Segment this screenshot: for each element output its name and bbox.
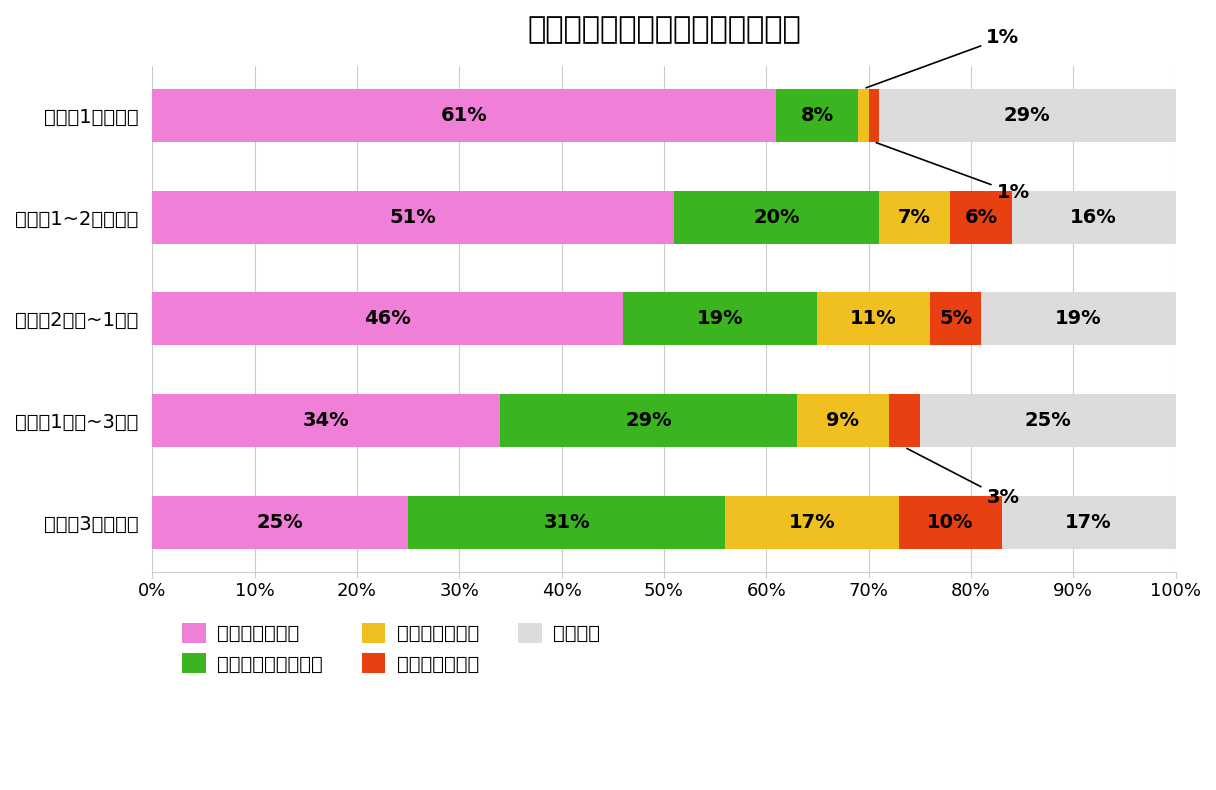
Bar	[981, 292, 1176, 345]
Bar	[674, 190, 879, 243]
Bar	[879, 88, 1176, 141]
Bar	[777, 88, 858, 141]
Text: 9%: 9%	[827, 411, 860, 430]
Bar	[725, 496, 899, 549]
Bar	[152, 190, 674, 243]
Text: 34%: 34%	[303, 411, 349, 430]
Bar	[930, 292, 981, 345]
Bar	[500, 394, 796, 447]
Text: 25%: 25%	[1024, 411, 1071, 430]
Bar	[1012, 190, 1176, 243]
Text: 1%: 1%	[866, 28, 1019, 88]
Text: 1%: 1%	[877, 143, 1030, 202]
Bar	[951, 190, 1012, 243]
Bar	[889, 394, 919, 447]
Text: 6%: 6%	[964, 208, 997, 227]
Bar	[409, 496, 725, 549]
Bar	[152, 292, 623, 345]
Text: 31%: 31%	[544, 513, 590, 532]
Bar	[919, 394, 1176, 447]
Text: 17%: 17%	[789, 513, 835, 532]
Text: 29%: 29%	[1004, 106, 1051, 125]
Bar	[1002, 496, 1176, 549]
Text: 61%: 61%	[441, 106, 488, 125]
Bar	[152, 394, 500, 447]
Text: 51%: 51%	[390, 208, 437, 227]
Bar	[152, 88, 777, 141]
Bar	[152, 496, 409, 549]
Text: 19%: 19%	[1055, 310, 1102, 329]
Bar	[817, 292, 930, 345]
Bar	[868, 88, 879, 141]
Text: 20%: 20%	[753, 208, 800, 227]
Text: 29%: 29%	[625, 411, 672, 430]
Text: 11%: 11%	[850, 310, 897, 329]
Text: 19%: 19%	[697, 310, 743, 329]
Bar	[899, 496, 1002, 549]
Title: オナ禁期間終了間際に感じた効果: オナ禁期間終了間際に感じた効果	[527, 15, 801, 44]
Text: 7%: 7%	[899, 208, 931, 227]
Text: 8%: 8%	[801, 106, 834, 125]
Text: 17%: 17%	[1065, 513, 1111, 532]
Text: 3%: 3%	[907, 449, 1019, 507]
Text: 25%: 25%	[257, 513, 304, 532]
Bar	[858, 88, 868, 141]
Legend: 性機能向上関連, 日中の活力向上関連, 脳機能向上関連, モテ・美容関連, 効果なし: 性機能向上関連, 日中の活力向上関連, 脳機能向上関連, モテ・美容関連, 効果…	[182, 623, 601, 674]
Bar	[623, 292, 817, 345]
Text: 46%: 46%	[365, 310, 411, 329]
Text: 5%: 5%	[939, 310, 972, 329]
Text: 16%: 16%	[1070, 208, 1118, 227]
Bar	[796, 394, 889, 447]
Text: 10%: 10%	[927, 513, 974, 532]
Bar	[879, 190, 951, 243]
